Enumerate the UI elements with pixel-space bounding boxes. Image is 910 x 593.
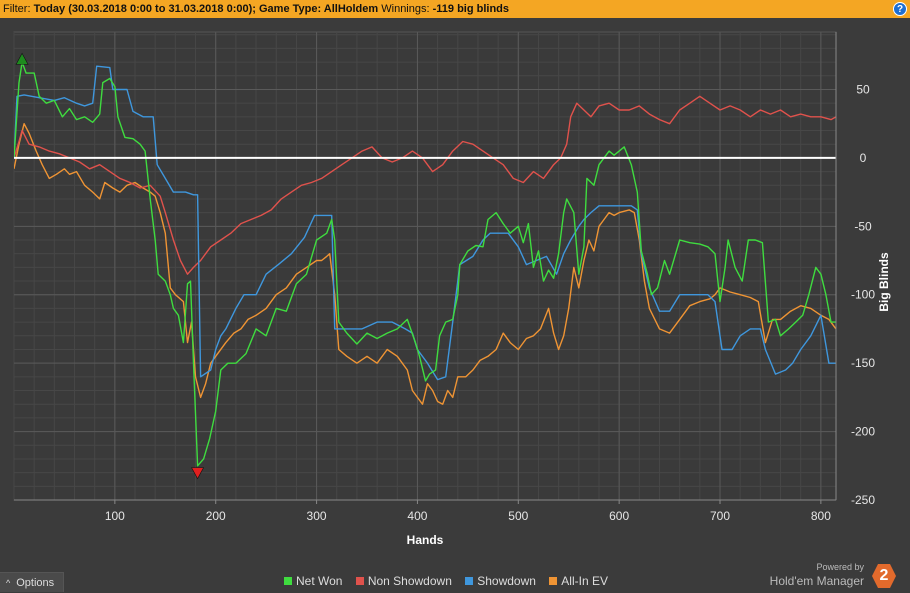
x-tick-label: 300 — [307, 509, 327, 523]
brand-name: Hold'em Manager — [769, 574, 864, 588]
chart-legend: Net Won Non Showdown Showdown All-In EV — [284, 574, 618, 588]
legend-swatch-allin-ev — [549, 577, 558, 585]
filter-bar: Filter: Today (30.03.2018 0:00 to 31.03.… — [0, 0, 910, 18]
axis-layer: 100 200 300 400 500 600 700 800500-50-100-150-2… — [14, 32, 875, 523]
y-tick-label: -200 — [851, 425, 875, 439]
x-tick-label: 200 — [206, 509, 226, 523]
winnings-value: -119 big blinds — [432, 3, 510, 15]
legend-swatch-showdown — [465, 577, 474, 585]
x-tick-label: 500 — [508, 509, 528, 523]
options-button[interactable]: ^ Options — [0, 572, 64, 592]
y-tick-label: -100 — [851, 288, 875, 302]
filter-value: Today (30.03.2018 0:00 to 31.03.2018 0:0… — [33, 3, 379, 15]
legend-label-allin-ev: All-In EV — [561, 574, 608, 588]
y-tick-label: -150 — [851, 356, 875, 370]
legend-swatch-net-won — [284, 577, 292, 585]
plot-area — [13, 31, 837, 501]
options-label: Options — [16, 577, 55, 589]
x-tick-label: 800 — [811, 509, 831, 523]
legend-item-non-showdown[interactable]: Non Showdown — [355, 574, 452, 588]
question-icon[interactable]: ? — [893, 2, 907, 16]
y-tick-label: 0 — [860, 151, 867, 165]
filter-label: Filter: — [3, 3, 31, 15]
legend-item-allin-ev[interactable]: All-In EV — [549, 574, 608, 588]
legend-label-non-showdown: Non Showdown — [367, 574, 452, 588]
holdem-manager-logo-icon: 2 — [872, 564, 896, 588]
x-tick-label: 700 — [710, 509, 730, 523]
x-tick-label: 600 — [609, 509, 629, 523]
x-axis-title: Hands — [407, 533, 444, 547]
x-tick-label: 100 — [105, 509, 125, 523]
y-tick-label: -50 — [854, 219, 872, 233]
y-tick-label: 50 — [856, 82, 870, 96]
legend-label-net-won: Net Won — [296, 574, 343, 588]
max-marker — [15, 52, 29, 65]
winnings-label: Winnings: — [381, 3, 430, 15]
y-tick-label: -250 — [851, 493, 875, 507]
legend-label-showdown: Showdown — [477, 574, 536, 588]
legend-item-showdown[interactable]: Showdown — [465, 574, 536, 588]
grid-minor — [13, 31, 837, 501]
branding: Powered by Hold'em Manager 2 — [770, 562, 896, 590]
legend-item-net-won[interactable]: Net Won — [284, 574, 342, 588]
series-layer — [14, 52, 836, 480]
legend-swatch-non-showdown — [355, 577, 364, 585]
powered-by-text: Powered by — [816, 562, 864, 572]
winnings-chart: 100 200 300 400 500 600 700 800500-50-100-150-2… — [13, 31, 891, 547]
y-axis-title: Big Blinds — [877, 252, 891, 312]
series-line-net-won — [14, 61, 836, 467]
series-line-allin-ev — [14, 123, 836, 405]
x-tick-label: 400 — [407, 509, 427, 523]
series-line-showdown — [14, 65, 836, 381]
chevron-up-icon: ^ — [6, 578, 11, 588]
min-marker — [191, 467, 205, 480]
